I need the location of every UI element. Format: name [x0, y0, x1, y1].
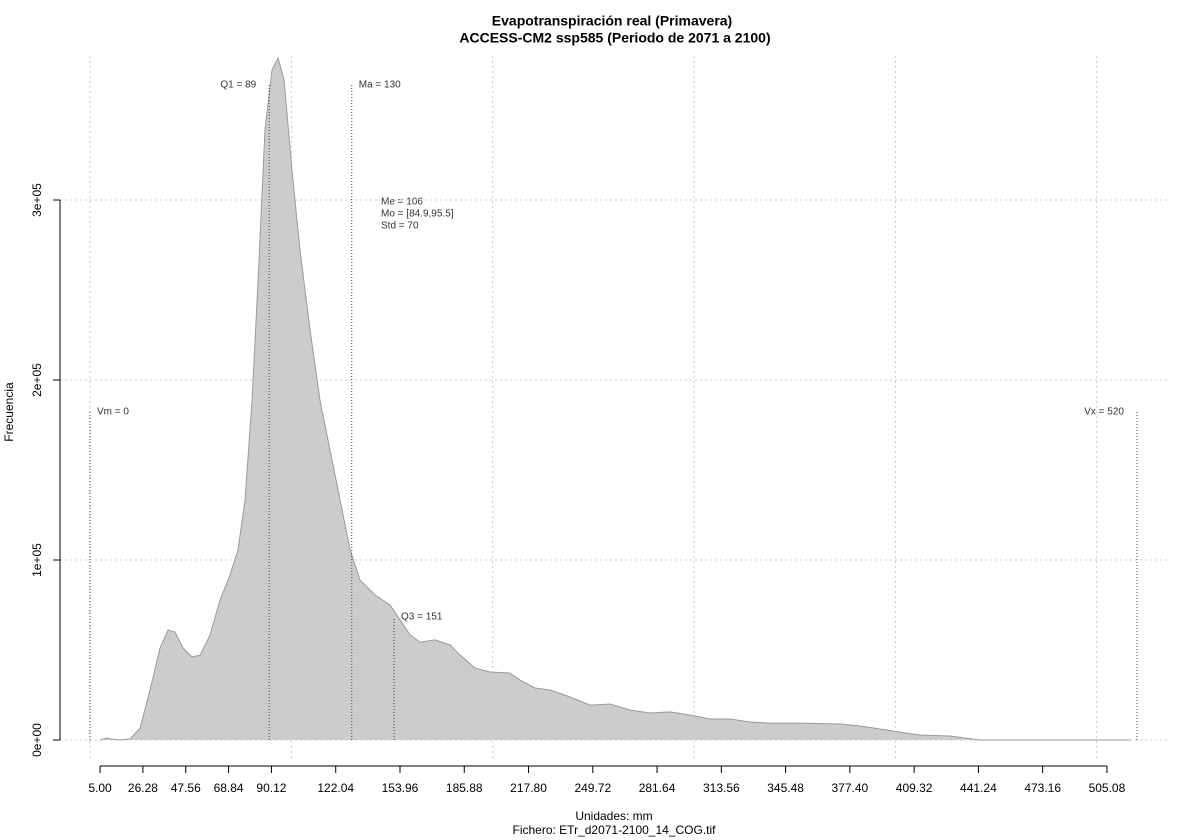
chart-subtitle: ACCESS-CM2 ssp585 (Periodo de 2071 a 210… [459, 30, 770, 46]
x-tick-label: 505.08 [1089, 781, 1126, 795]
density-line [99, 56, 1130, 741]
x-tick-label: 5.00 [88, 781, 112, 795]
density-area [100, 57, 1130, 741]
x-tick-label: 217.80 [510, 781, 547, 795]
x-tick-label: 409.32 [896, 781, 933, 795]
y-axis-label: Frecuencia [2, 382, 16, 442]
caption: Fichero: ETr_d2071-2100_14_COG.tif [513, 823, 717, 837]
x-tick-label: 313.56 [703, 781, 740, 795]
x-tick-label: 153.96 [382, 781, 419, 795]
chart-title: Evapotranspiración real (Primavera) [492, 13, 732, 29]
x-tick-label: 26.28 [128, 781, 158, 795]
x-tick-label: 47.56 [171, 781, 201, 795]
x-tick-label: 185.88 [446, 781, 483, 795]
x-tick-label: 441.24 [960, 781, 997, 795]
x-tick-label: 249.72 [574, 781, 611, 795]
x-tick-label: 377.40 [832, 781, 869, 795]
x-tick-label: 122.04 [317, 781, 354, 795]
x-tick-label: 90.12 [256, 781, 286, 795]
marker-label: Q3 = 151 [401, 612, 443, 623]
y-tick-label: 1e+05 [30, 543, 44, 577]
x-tick-label: 281.64 [639, 781, 676, 795]
x-tick-label: 68.84 [214, 781, 244, 795]
marker-label: Q1 = 89 [220, 80, 256, 91]
y-tick-label: 2e+05 [30, 363, 44, 397]
x-axis-label: Unidades: mm [575, 809, 652, 823]
y-tick-label: 0e+00 [30, 723, 44, 757]
y-tick-label: 3e+05 [30, 183, 44, 217]
marker-label: Vx = 520 [1084, 407, 1124, 418]
x-tick-label: 473.16 [1024, 781, 1061, 795]
marker-label: Vm = 0 [97, 407, 129, 418]
stat-text: Mo = [84.9,95.5] [381, 209, 454, 220]
marker-label: Ma = 130 [359, 80, 401, 91]
x-tick-label: 345.48 [767, 781, 804, 795]
stat-text: Me = 106 [381, 197, 423, 208]
stat-text: Std = 70 [381, 221, 419, 232]
